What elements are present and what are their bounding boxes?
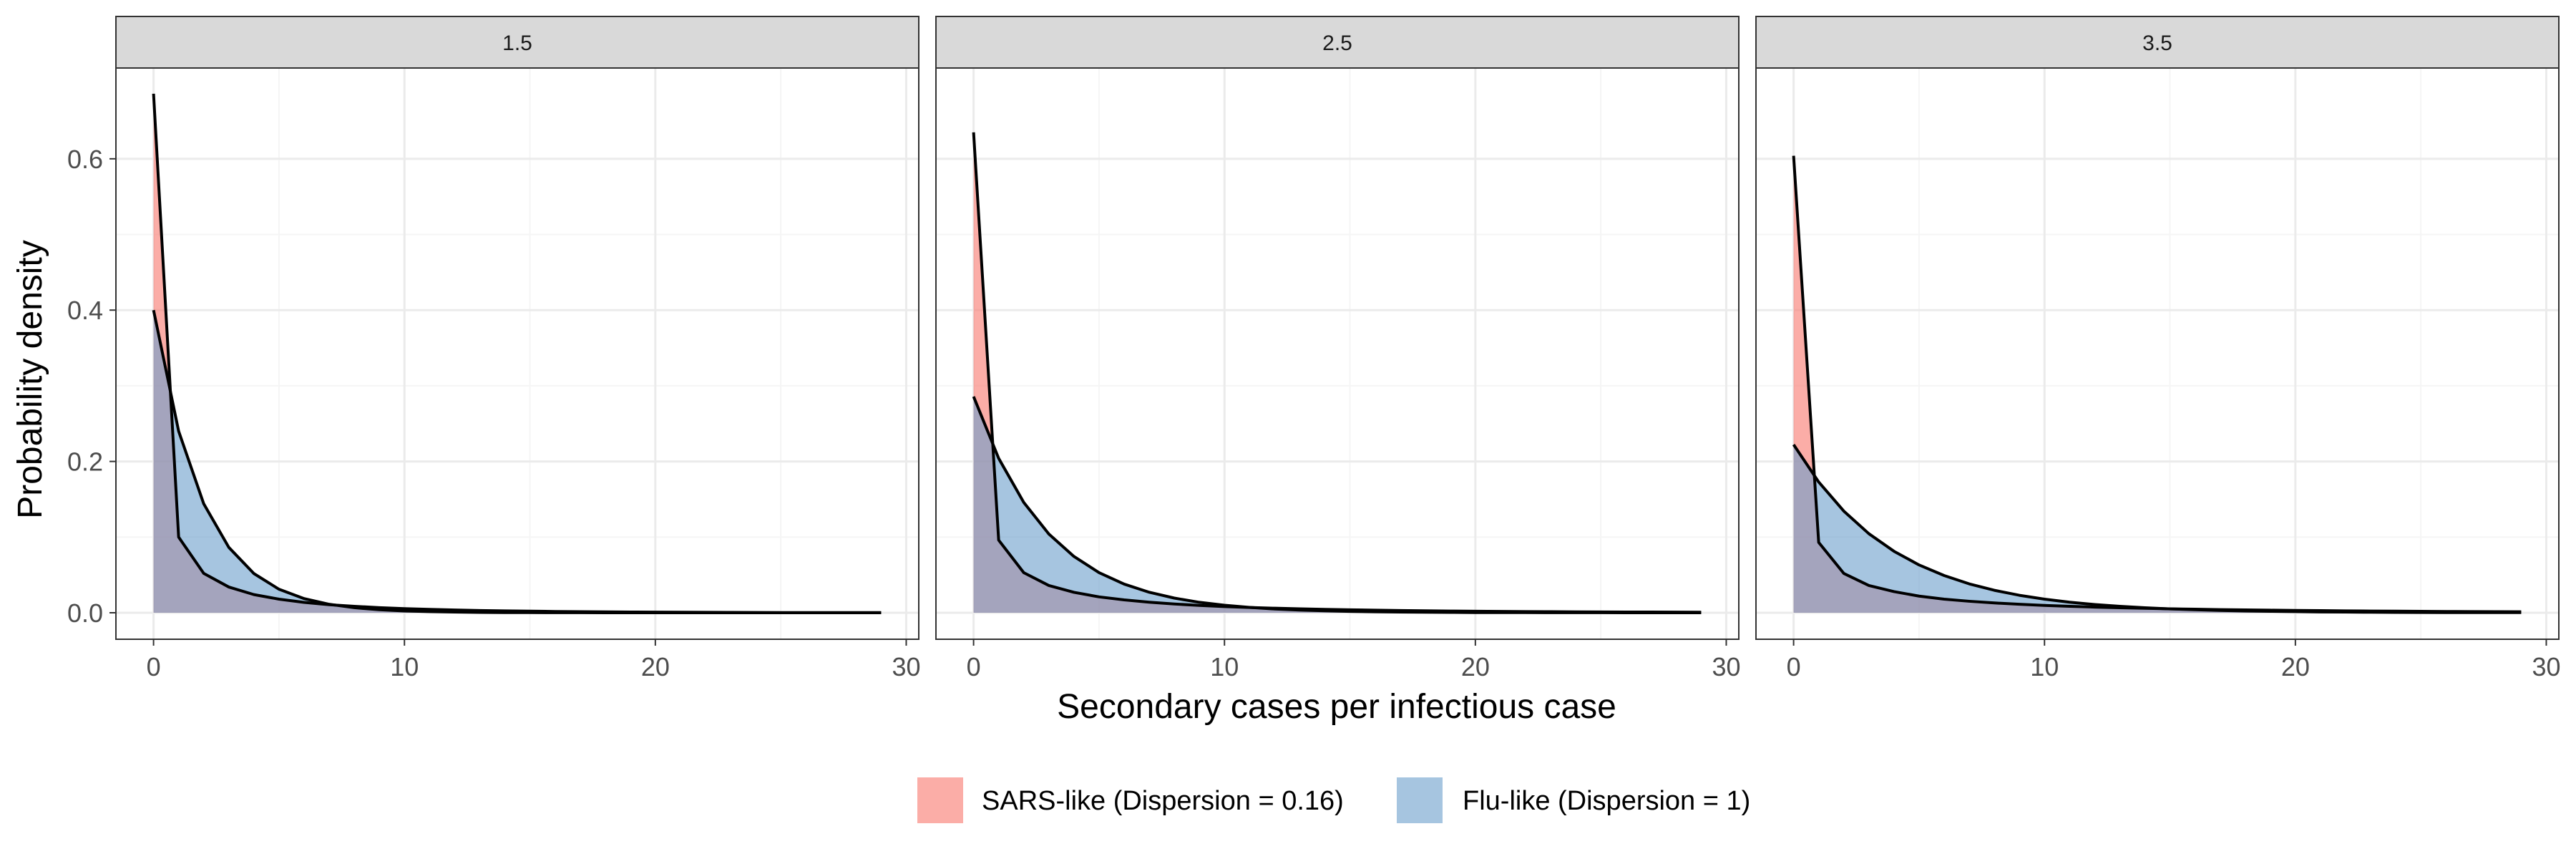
area-flu-like	[973, 397, 1702, 613]
plot-background	[936, 68, 1739, 639]
area-flu-like	[1793, 445, 2522, 613]
legend: SARS-like (Dispersion = 0.16) Flu-like (D…	[917, 777, 1750, 823]
area-flu-like	[153, 310, 882, 613]
y-tick-label: 0.2	[67, 447, 103, 477]
panels-layer: 1.5 0 10 20 30 0.0 0.2 0.4 0.6 2.5 0 10 20 30 3.5 0 10 20…	[67, 16, 2560, 681]
line-flu-like	[152, 309, 882, 615]
plot-background	[1756, 68, 2559, 639]
panel-1.5: 1.5 0 10 20 30 0.0 0.2 0.4 0.6	[67, 16, 920, 681]
panel-border	[115, 67, 919, 640]
panel-border	[935, 67, 1740, 640]
legend-key	[917, 777, 963, 823]
facet-strip	[115, 16, 919, 69]
x-tick-label: 10	[1210, 652, 1239, 681]
y-tick-label: 0.0	[67, 598, 103, 628]
x-tick-label: 20	[2281, 652, 2310, 681]
x-tick-label: 30	[2532, 652, 2560, 681]
x-tick-label: 10	[390, 652, 419, 681]
line-flu-like	[972, 396, 1702, 615]
plot-background	[116, 68, 919, 639]
panel-3.5: 3.5 0 10 20 30	[1755, 16, 2560, 681]
x-tick-label: 30	[892, 652, 920, 681]
panel-2.5: 2.5 0 10 20 30	[935, 16, 1740, 681]
x-tick-label: 20	[641, 652, 670, 681]
x-tick-label: 0	[967, 652, 981, 681]
x-axis-title: Secondary cases per infectious case	[1057, 688, 1616, 726]
legend-item-flu-like: Flu-like (Dispersion = 1)	[1397, 777, 1750, 823]
facet-strip	[935, 16, 1740, 69]
legend-item-sars-like: SARS-like (Dispersion = 0.16)	[917, 777, 1344, 823]
y-axis-title: Probability density	[11, 240, 49, 519]
facet-strip	[1755, 16, 2560, 69]
y-tick-label: 0.6	[67, 145, 103, 174]
facet-strip-label: 2.5	[1322, 31, 1352, 55]
x-tick-label: 30	[1712, 652, 1740, 681]
line-flu-like	[1792, 444, 2522, 614]
x-tick-label: 0	[1787, 652, 1801, 681]
legend-key	[1397, 777, 1443, 823]
legend-label: SARS-like (Dispersion = 0.16)	[982, 786, 1344, 816]
facet-strip-label: 1.5	[502, 31, 532, 55]
panel-border	[1755, 67, 2560, 640]
x-tick-label: 0	[147, 652, 161, 681]
facet-strip-label: 3.5	[2142, 31, 2172, 55]
x-tick-label: 10	[2030, 652, 2059, 681]
legend-label: Flu-like (Dispersion = 1)	[1463, 786, 1750, 816]
y-tick-label: 0.4	[67, 296, 103, 325]
x-tick-label: 20	[1461, 652, 1490, 681]
